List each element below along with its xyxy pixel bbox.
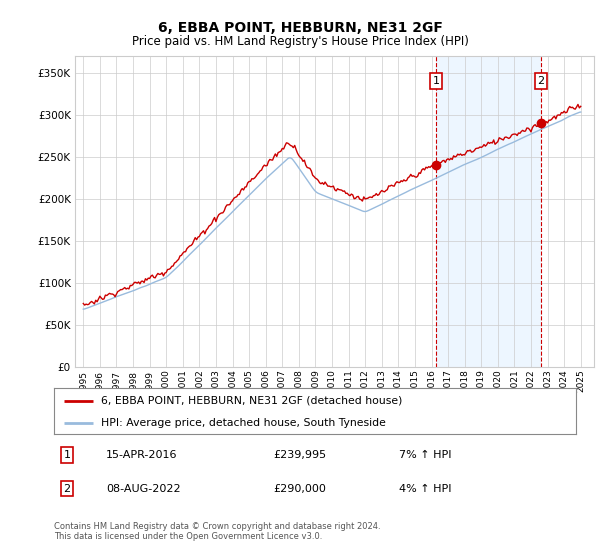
Text: £239,995: £239,995 [273, 450, 326, 460]
Text: 7% ↑ HPI: 7% ↑ HPI [398, 450, 451, 460]
Bar [436, 56, 541, 367]
Text: 6, EBBA POINT, HEBBURN, NE31 2GF (detached house): 6, EBBA POINT, HEBBURN, NE31 2GF (detach… [101, 396, 403, 406]
Text: 08-AUG-2022: 08-AUG-2022 [106, 484, 181, 493]
Text: 2: 2 [64, 484, 71, 493]
Text: 6, EBBA POINT, HEBBURN, NE31 2GF: 6, EBBA POINT, HEBBURN, NE31 2GF [158, 21, 442, 35]
Text: Contains HM Land Registry data © Crown copyright and database right 2024.
This d: Contains HM Land Registry data © Crown c… [54, 522, 380, 542]
Text: 4% ↑ HPI: 4% ↑ HPI [398, 484, 451, 493]
Text: Price paid vs. HM Land Registry's House Price Index (HPI): Price paid vs. HM Land Registry's House … [131, 35, 469, 48]
Text: 1: 1 [433, 76, 440, 86]
Text: 15-APR-2016: 15-APR-2016 [106, 450, 178, 460]
Text: HPI: Average price, detached house, South Tyneside: HPI: Average price, detached house, Sout… [101, 418, 386, 427]
Text: £290,000: £290,000 [273, 484, 326, 493]
Text: 1: 1 [64, 450, 71, 460]
Text: 2: 2 [538, 76, 545, 86]
